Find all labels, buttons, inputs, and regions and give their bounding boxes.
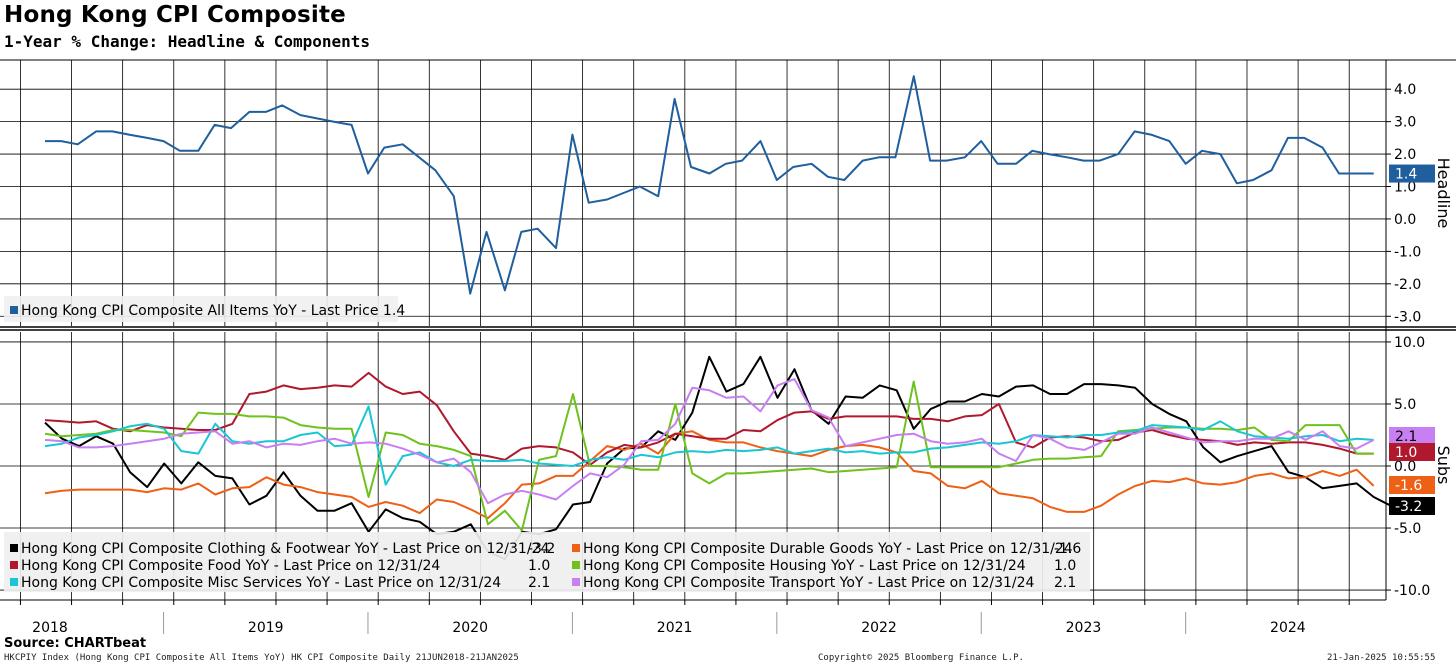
legend-label: Hong Kong CPI Composite Clothing & Footw… bbox=[21, 541, 549, 557]
footer-ticker: HKCPIY Index (Hong Kong CPI Composite Al… bbox=[4, 653, 519, 663]
last-value-tag-bg bbox=[1389, 164, 1435, 183]
legend-bg bbox=[4, 296, 398, 322]
x-tick-label: 2024 bbox=[1270, 620, 1306, 636]
food-last-value: 1.0 bbox=[1389, 443, 1435, 461]
top-y-tick-label: -2.0 bbox=[1394, 277, 1421, 293]
bottom-y-tick-label: -5.0 bbox=[1394, 521, 1421, 537]
legend-bg bbox=[4, 532, 1090, 592]
last-value-tag-bg bbox=[1389, 497, 1435, 515]
legend-swatch bbox=[572, 544, 580, 552]
top-y-tick-label: 0.0 bbox=[1394, 212, 1416, 228]
footer-copyright: Copyright© 2025 Bloomberg Finance L.P. bbox=[818, 653, 1024, 663]
legend-swatch bbox=[10, 544, 18, 552]
last-value-tag-bg bbox=[1389, 476, 1435, 494]
legend-label: Hong Kong CPI Composite Durable Goods Yo… bbox=[583, 541, 1073, 557]
component-series-line bbox=[44, 371, 1374, 466]
top-y-tick-label: -1.0 bbox=[1394, 244, 1421, 260]
legend-value: 1.0 bbox=[1054, 558, 1076, 574]
legend-value: 1.0 bbox=[528, 558, 550, 574]
legend-label: Hong Kong CPI Composite Misc Services Yo… bbox=[21, 575, 501, 591]
legend-swatch bbox=[10, 306, 18, 314]
bottom-y-tick-label: -10.0 bbox=[1394, 583, 1430, 599]
legend-swatch bbox=[572, 561, 580, 569]
component-series-line bbox=[44, 430, 1375, 520]
components-legend: Hong Kong CPI Composite Clothing & Footw… bbox=[4, 532, 1090, 592]
legend-label: Hong Kong CPI Composite All Items YoY - … bbox=[21, 303, 405, 319]
x-tick-label: 2023 bbox=[1066, 620, 1102, 636]
legend-swatch bbox=[10, 561, 18, 569]
x-tick-label: 2022 bbox=[861, 620, 897, 636]
bottom-y-axis-title: Subs bbox=[1434, 446, 1453, 485]
legend-label: Hong Kong CPI Composite Food YoY - Last … bbox=[21, 558, 440, 574]
headline-series-line bbox=[45, 75, 1374, 295]
bottom-y-tick-label: 10.0 bbox=[1394, 335, 1425, 351]
bottom-y-tick-label: 0.0 bbox=[1394, 459, 1416, 475]
legend-label: Hong Kong CPI Composite Housing YoY - La… bbox=[583, 558, 1026, 574]
clothing-last-value: -3.2 bbox=[1389, 497, 1435, 515]
top-y-tick-label: 3.0 bbox=[1394, 115, 1416, 131]
chart-title: Hong Kong CPI Composite bbox=[4, 2, 346, 28]
headline-legend: Hong Kong CPI Composite All Items YoY - … bbox=[4, 296, 405, 322]
component-series-line bbox=[44, 355, 1392, 561]
last-value-tag-text: -1.6 bbox=[1395, 478, 1422, 494]
last-value-tag-text: -3.2 bbox=[1395, 499, 1422, 515]
x-tick-label: 2019 bbox=[248, 620, 284, 636]
last-value-tag-text: 2.1 bbox=[1395, 429, 1417, 445]
last-value-tag-text: 1.4 bbox=[1395, 167, 1417, 183]
x-tick-label: 2020 bbox=[452, 620, 488, 636]
legend-label: Hong Kong CPI Composite Transport YoY - … bbox=[583, 575, 1035, 591]
source-note: Source: CHARTbeat bbox=[4, 636, 147, 651]
legend-value: 2.1 bbox=[528, 575, 550, 591]
durable-last-value: -1.6 bbox=[1389, 476, 1435, 494]
bottom-y-tick-label: 5.0 bbox=[1394, 397, 1416, 413]
last-value-tag-bg bbox=[1389, 443, 1435, 461]
top-y-tick-label: 4.0 bbox=[1394, 82, 1416, 98]
chart-subtitle: 1-Year % Change: Headline & Components bbox=[4, 32, 371, 51]
legend-value: -3.2 bbox=[528, 541, 555, 557]
top-y-tick-label: 1.0 bbox=[1394, 180, 1416, 196]
top-y-tick-label: -3.0 bbox=[1394, 309, 1421, 325]
component-series-line bbox=[44, 378, 1375, 505]
footer-timestamp: 21-Jan-2025 10:55:55 bbox=[1327, 653, 1436, 663]
legend-value: -1.6 bbox=[1054, 541, 1081, 557]
legend-swatch bbox=[10, 578, 18, 586]
x-tick-label: 2021 bbox=[657, 620, 693, 636]
legend-swatch bbox=[572, 578, 580, 586]
headline-last-value: 1.4 bbox=[1389, 164, 1435, 183]
last-value-tag-bg bbox=[1389, 427, 1435, 445]
transport-last-value: 2.1 bbox=[1389, 427, 1435, 445]
top-y-axis-title: Headline bbox=[1434, 158, 1453, 229]
component-series-line bbox=[44, 405, 1374, 486]
component-series-line bbox=[44, 380, 1374, 532]
x-tick-label: 2018 bbox=[32, 620, 68, 636]
last-value-tag-text: 1.0 bbox=[1395, 445, 1417, 461]
legend-value: 2.1 bbox=[1054, 575, 1076, 591]
top-y-tick-label: 2.0 bbox=[1394, 147, 1416, 163]
